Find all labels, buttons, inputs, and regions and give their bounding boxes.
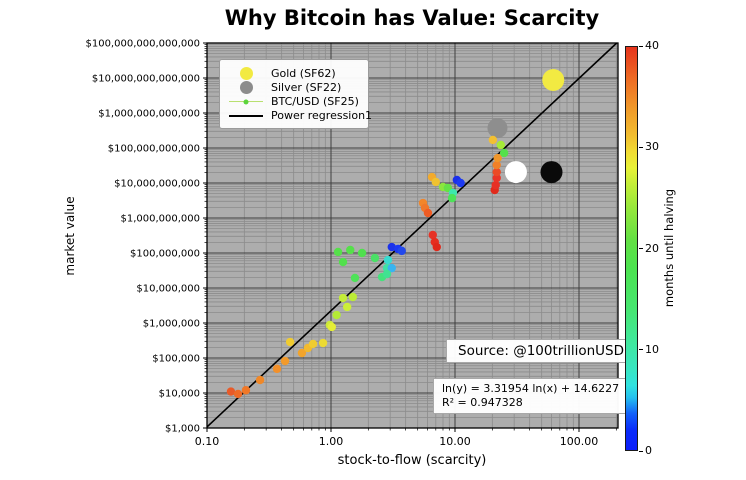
svg-text:$1,000,000: $1,000,000 bbox=[143, 319, 200, 330]
svg-text:$10,000: $10,000 bbox=[159, 389, 200, 400]
colorbar-tick-label: 10 bbox=[645, 342, 659, 356]
colorbar-tick-label: 30 bbox=[645, 140, 659, 154]
legend: Gold (SF62) Silver (SF22) BTC/USD (SF25)… bbox=[219, 59, 372, 129]
regression-line-icon bbox=[229, 114, 263, 117]
colorbar-tick-label: 0 bbox=[645, 444, 652, 457]
svg-text:$100,000,000: $100,000,000 bbox=[130, 249, 200, 260]
x-axis-label: stock-to-flow (scarcity) bbox=[337, 453, 487, 468]
legend-label-regression: Power regression1 bbox=[271, 109, 373, 122]
legend-row-silver: Silver (SF22) bbox=[228, 81, 362, 94]
colorbar-tick-mark bbox=[639, 146, 643, 148]
colorbar-tick-mark bbox=[639, 349, 643, 351]
regression-r-squared: R² = 0.947328 bbox=[442, 396, 523, 409]
svg-text:$10,000,000,000,000: $10,000,000,000,000 bbox=[92, 74, 200, 85]
colorbar-tick-label: 20 bbox=[645, 241, 659, 255]
svg-text:$100,000: $100,000 bbox=[152, 354, 200, 365]
legend-row-regression: Power regression1 bbox=[228, 109, 372, 122]
svg-text:$100,000,000,000,000: $100,000,000,000,000 bbox=[85, 39, 200, 50]
colorbar-tick-mark bbox=[639, 450, 643, 452]
colorbar-tick-mark bbox=[639, 45, 643, 47]
source-note: Source: @100trillionUSD bbox=[446, 339, 636, 363]
svg-text:$10,000,000: $10,000,000 bbox=[136, 284, 200, 295]
legend-row-btc: BTC/USD (SF25) bbox=[228, 95, 362, 108]
colorbar-label: months until halving bbox=[662, 188, 676, 308]
y-axis-label: market value bbox=[63, 196, 77, 276]
legend-row-gold: Gold (SF62) bbox=[228, 67, 362, 80]
btc-marker-icon bbox=[229, 99, 263, 105]
regression-equation-box: ln(y) = 3.31954 ln(x) + 14.6227 R² = 0.9… bbox=[433, 378, 629, 414]
svg-text:1.00: 1.00 bbox=[319, 435, 344, 448]
svg-text:$100,000,000,000: $100,000,000,000 bbox=[108, 144, 200, 155]
svg-text:100.00: 100.00 bbox=[560, 435, 599, 448]
svg-text:$1,000,000,000,000: $1,000,000,000,000 bbox=[98, 109, 200, 120]
svg-text:$1,000: $1,000 bbox=[165, 424, 200, 435]
legend-label-btc: BTC/USD (SF25) bbox=[271, 95, 359, 108]
svg-text:10.00: 10.00 bbox=[439, 435, 471, 448]
svg-text:$10,000,000,000: $10,000,000,000 bbox=[114, 179, 200, 190]
chart-title: Why Bitcoin has Value: Scarcity bbox=[224, 6, 600, 30]
legend-label-gold: Gold (SF62) bbox=[271, 67, 336, 80]
silver-marker-icon bbox=[239, 81, 253, 94]
legend-label-silver: Silver (SF22) bbox=[271, 81, 342, 94]
svg-text:0.10: 0.10 bbox=[195, 435, 220, 448]
svg-text:$1,000,000,000: $1,000,000,000 bbox=[120, 214, 200, 225]
regression-equation: ln(y) = 3.31954 ln(x) + 14.6227 bbox=[442, 382, 620, 395]
colorbar-tick-label: 40 bbox=[645, 39, 659, 52]
gold-marker-icon bbox=[239, 67, 253, 80]
btc-dot-icon bbox=[243, 99, 249, 105]
colorbar bbox=[625, 46, 638, 451]
colorbar-tick-mark bbox=[639, 248, 643, 249]
